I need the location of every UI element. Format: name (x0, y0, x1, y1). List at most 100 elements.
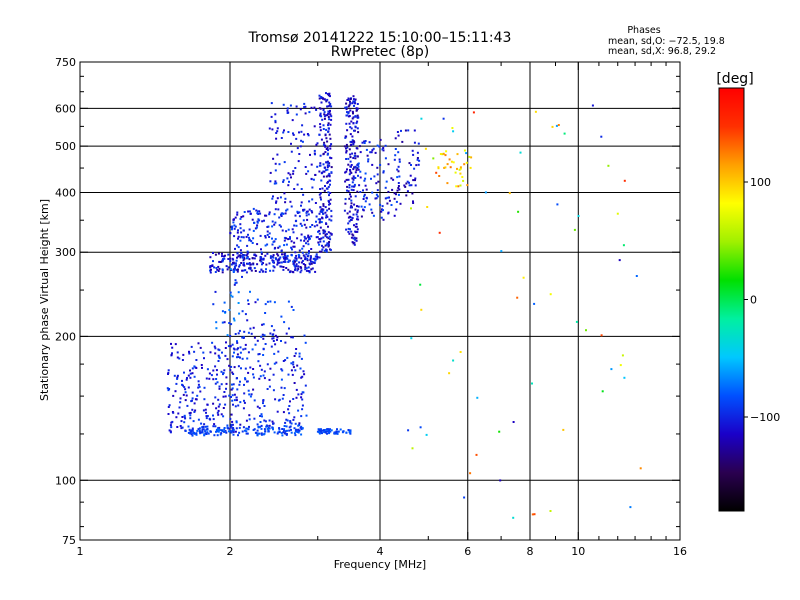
data-point (322, 128, 325, 130)
data-point (356, 164, 359, 166)
data-point (262, 374, 265, 377)
data-point (167, 371, 170, 374)
data-point (283, 253, 286, 256)
data-point (260, 335, 263, 338)
data-point (296, 210, 299, 213)
data-point (322, 231, 325, 234)
data-point (390, 177, 393, 180)
data-point (349, 140, 352, 143)
data-point (240, 262, 243, 264)
data-point (508, 192, 511, 195)
data-point (295, 263, 298, 266)
data-point (233, 218, 235, 221)
data-point (343, 209, 346, 212)
data-point (258, 407, 261, 410)
data-point (455, 185, 458, 188)
data-point (189, 417, 192, 420)
data-point (318, 164, 321, 167)
data-point (252, 262, 255, 265)
data-point (220, 370, 223, 373)
data-point (306, 259, 309, 262)
data-point (167, 413, 170, 415)
data-point (243, 383, 245, 386)
data-point (175, 382, 178, 385)
data-point (444, 166, 447, 169)
data-point (329, 198, 332, 201)
data-point (238, 329, 241, 332)
data-point (184, 417, 187, 420)
data-point (293, 245, 296, 248)
data-point (273, 362, 276, 365)
data-point (328, 127, 330, 130)
data-point (300, 357, 303, 360)
data-point (223, 369, 226, 372)
data-point (315, 253, 318, 256)
data-point (284, 341, 287, 344)
data-point (330, 143, 333, 146)
data-point (365, 188, 368, 191)
data-point (286, 419, 289, 422)
data-point (292, 231, 295, 234)
data-point (290, 254, 293, 257)
data-point (310, 106, 313, 109)
data-point (256, 405, 259, 408)
data-point (249, 366, 252, 369)
data-point (319, 96, 322, 99)
data-point (247, 428, 250, 431)
data-point (549, 510, 552, 512)
data-point (280, 386, 283, 389)
data-point (352, 116, 355, 119)
data-point (293, 432, 296, 435)
data-point (303, 208, 306, 211)
data-point (343, 145, 346, 148)
data-point (353, 203, 356, 206)
data-point (303, 223, 306, 226)
data-point (245, 427, 248, 430)
data-point (300, 201, 303, 204)
data-point (197, 380, 200, 383)
data-point (356, 218, 358, 221)
y-tick-label: 400 (55, 186, 76, 199)
data-point (259, 421, 262, 423)
data-point (252, 368, 255, 370)
data-point (344, 202, 347, 205)
data-point (261, 323, 264, 326)
data-point (282, 179, 285, 182)
data-point (227, 427, 230, 430)
data-point (399, 202, 402, 205)
data-point (253, 257, 256, 260)
data-point (298, 261, 301, 264)
data-point (321, 118, 324, 121)
data-point (322, 246, 325, 249)
data-point (347, 163, 350, 166)
data-point (600, 334, 603, 337)
data-point (463, 496, 466, 499)
chart-title: Tromsø 20141222 15:10:00–15:11:43 (248, 30, 512, 46)
data-point (318, 212, 321, 215)
data-point (298, 131, 300, 134)
data-point (252, 229, 255, 232)
data-point (236, 256, 238, 259)
data-point (469, 166, 472, 169)
data-point (219, 433, 222, 436)
data-point (264, 270, 267, 273)
data-point (299, 426, 302, 429)
data-point (328, 179, 331, 182)
data-point (356, 228, 359, 231)
data-point (294, 352, 297, 355)
data-point (326, 168, 329, 171)
data-point (203, 423, 206, 426)
data-point (326, 114, 329, 117)
data-point (234, 267, 236, 270)
data-point (276, 130, 279, 133)
data-point (318, 256, 321, 259)
data-point (382, 147, 385, 149)
data-point (283, 429, 285, 432)
data-point (469, 472, 472, 475)
data-point (330, 429, 333, 432)
data-point (236, 270, 239, 273)
data-point (201, 366, 203, 369)
data-point (188, 352, 191, 355)
data-point (261, 415, 263, 418)
data-point (446, 163, 449, 166)
